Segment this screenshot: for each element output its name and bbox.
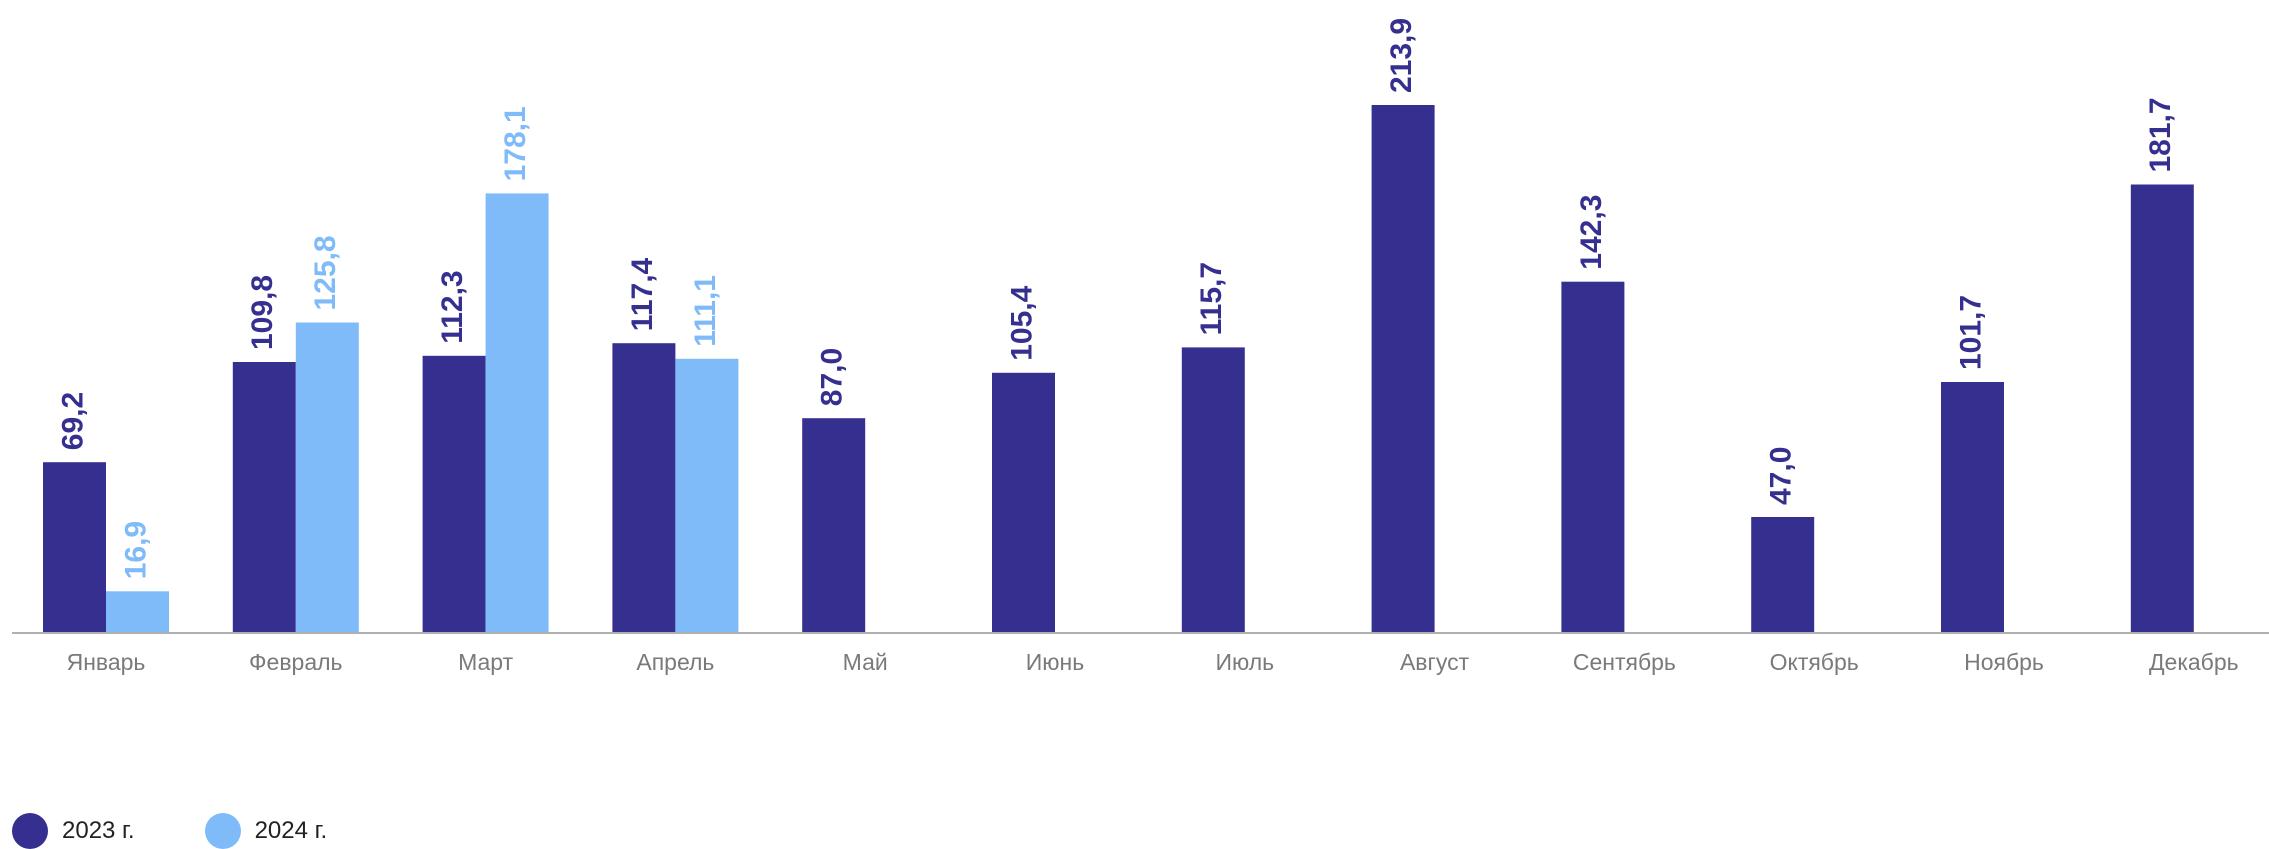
bar-series-2-1 (106, 591, 169, 633)
bar-series-2-4 (675, 358, 739, 633)
category-label-8: Август (1400, 649, 1470, 675)
value-labels-group: 69,2 16,9 109,8 125,8 112,3 178,1 117,4 111,1 87… (56, 18, 2177, 579)
bar-series-1-2 (232, 362, 296, 633)
value-label-series-1-5: 87,0 (816, 348, 849, 406)
legend-label-series-2: 2024 г. (254, 817, 328, 844)
bar-series-1-1 (43, 462, 106, 633)
value-label-series-2-4: 111,1 (689, 275, 722, 347)
category-label-7: Июль (1215, 649, 1274, 675)
value-label-series-1-2: 109,8 (246, 275, 279, 350)
category-label-12: Декабрь (2149, 649, 2239, 675)
bar-chart: 69,2 16,9 109,8 125,8 112,3 178,1 117,4 111,1 87… (12, 18, 2269, 675)
value-label-series-2-3: 178,1 (499, 106, 532, 181)
bar-series-1-11 (1941, 382, 2004, 633)
bars-group (43, 105, 2194, 633)
bar-series-1-12 (2130, 184, 2194, 633)
category-label-1: Январь (67, 649, 146, 675)
value-label-series-1-4: 117,4 (626, 257, 659, 331)
value-label-series-1-10: 47,0 (1765, 447, 1798, 505)
value-label-series-1-11: 101,7 (1954, 295, 1987, 370)
bar-series-2-3 (485, 193, 549, 633)
category-label-6: Июнь (1026, 649, 1084, 675)
value-label-series-2-2: 125,8 (309, 235, 342, 310)
legend-marker-series-1 (12, 813, 48, 849)
category-label-10: Октябрь (1770, 649, 1859, 675)
category-label-5: Май (843, 649, 888, 675)
bar-series-1-9 (1561, 281, 1625, 633)
legend-item-series-2: 2024 г. (204, 813, 328, 849)
bar-series-1-6 (992, 372, 1055, 633)
category-label-11: Ноябрь (1964, 649, 2044, 675)
legend: 2023 г. 2024 г. (12, 813, 397, 849)
value-label-series-1-3: 112,3 (436, 270, 469, 343)
category-label-3: Март (458, 649, 513, 675)
legend-marker-series-2 (204, 813, 241, 849)
value-label-series-2-1: 16,9 (119, 521, 152, 579)
value-label-series-1-7: 115,7 (1195, 262, 1228, 335)
value-label-series-1-8: 213,9 (1385, 18, 1418, 93)
bar-series-2-2 (295, 322, 359, 633)
bar-series-1-3 (422, 355, 486, 633)
category-label-9: Сентябрь (1573, 649, 1676, 675)
bar-series-1-10 (1751, 517, 1815, 633)
category-label-4: Апрель (636, 649, 714, 675)
value-label-series-1-6: 105,4 (1005, 285, 1038, 360)
bar-series-1-7 (1181, 347, 1245, 633)
legend-label-series-1: 2023 г. (62, 817, 135, 844)
value-label-series-1-1: 69,2 (56, 392, 89, 450)
bar-series-1-4 (612, 343, 676, 633)
category-label-2: Февраль (249, 649, 342, 675)
bar-series-1-8 (1371, 105, 1435, 633)
value-label-series-1-12: 181,7 (2144, 97, 2177, 172)
bar-series-1-5 (802, 418, 866, 633)
category-labels-group: Январь Февраль Март Апрель Май Июнь Июль Август… (67, 649, 2239, 675)
value-label-series-1-9: 142,3 (1575, 195, 1608, 270)
legend-item-series-1: 2023 г. (12, 813, 135, 849)
